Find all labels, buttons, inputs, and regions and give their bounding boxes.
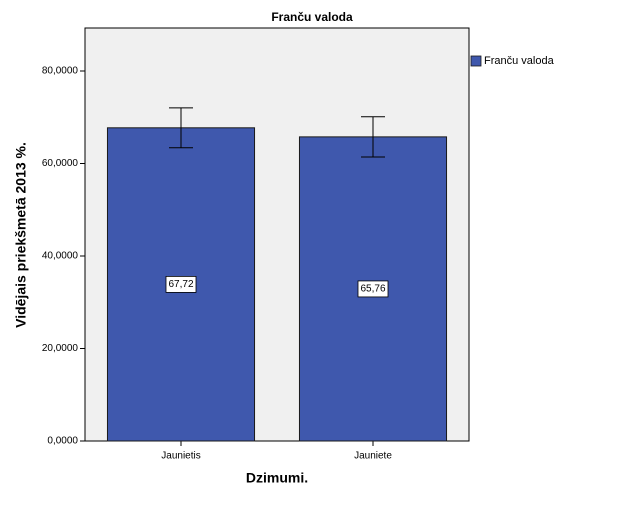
x-tick-label: Jauniete: [354, 451, 392, 462]
data-label-box: [165, 276, 197, 293]
y-tick-label: 20,0000: [42, 343, 79, 354]
data-label: 67,72: [168, 279, 193, 290]
y-tick-label: 80,0000: [42, 66, 79, 77]
data-label-box: [357, 280, 389, 298]
y-tick-label: 0,0000: [47, 436, 78, 447]
y-axis-label: Vidējais priekšmetā 2013 %.: [13, 142, 29, 328]
legend-label: Franču valoda: [484, 55, 555, 67]
y-tick-label: 40,0000: [42, 251, 79, 262]
x-axis-label: Dzimumi.: [246, 470, 308, 486]
legend-swatch: [470, 55, 482, 67]
y-tick-label: 60,0000: [42, 158, 79, 169]
chart-title: Franču valoda: [271, 10, 353, 24]
data-label: 65,76: [360, 284, 385, 295]
x-tick-label: Jaunietis: [161, 451, 200, 462]
